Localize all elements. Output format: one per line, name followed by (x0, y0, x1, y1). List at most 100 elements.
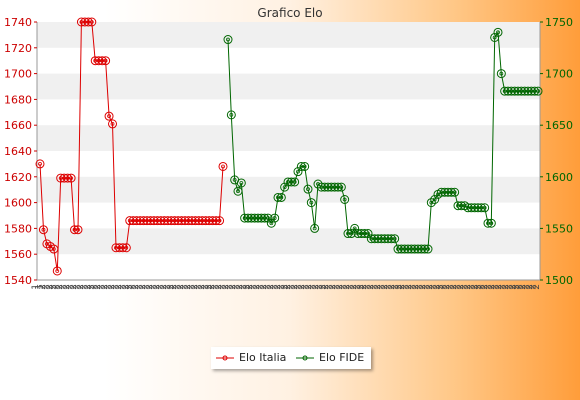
left-tick-label: 1680 (4, 93, 32, 106)
x-tick-label: 2 (339, 284, 349, 290)
data-point (506, 86, 516, 96)
x-tick-label: 2 (446, 284, 456, 290)
data-point (410, 244, 420, 254)
x-tick-label: 2 (345, 284, 355, 290)
data-point (386, 234, 396, 244)
x-tick-label: 2 (439, 284, 449, 290)
x-tick-label: 2 (59, 284, 69, 290)
x-tick-label: 2 (204, 284, 214, 290)
x-tick-label: 2 (238, 284, 248, 290)
data-point (293, 167, 303, 177)
data-point (236, 178, 246, 188)
data-point-inner (232, 177, 237, 182)
x-tick-label: 2 (311, 284, 321, 290)
data-point-inner (229, 112, 234, 117)
data-point-inner (306, 187, 310, 192)
data-point (446, 187, 456, 197)
data-point-inner (103, 58, 108, 63)
x-tick-label: 2 (301, 284, 311, 290)
data-point (306, 198, 316, 208)
x-tick-label: 2 (145, 284, 155, 290)
left-tick-label: 1560 (4, 248, 32, 261)
data-point-inner (269, 221, 274, 226)
x-tick-label: 2 (155, 284, 165, 290)
x-tick-label: 2 (318, 284, 328, 290)
x-tick-label: 2 (218, 284, 228, 290)
grid-band (37, 125, 540, 151)
x-tick-label: 2 (349, 284, 359, 290)
x-tick-label: 2 (242, 284, 252, 290)
x-tick-label: 2 (473, 284, 483, 290)
data-point-inner (239, 181, 244, 185)
data-point (201, 216, 211, 226)
x-tick-label: 2 (83, 284, 93, 290)
x-tick-label: 2 (449, 284, 459, 290)
data-point (194, 216, 204, 226)
data-point (486, 218, 496, 228)
x-tick-label: 2 (110, 284, 120, 290)
data-point (173, 216, 183, 226)
data-point (323, 182, 333, 192)
x-tick-label: 2 (117, 284, 127, 290)
data-point (523, 86, 533, 96)
x-tick-label: 2 (511, 284, 521, 290)
data-point (233, 186, 243, 196)
x-tick-label: 2 (408, 284, 418, 290)
x-tick-label: 2 (356, 284, 366, 290)
data-point (340, 195, 350, 205)
data-point (263, 213, 273, 223)
data-point-inner (536, 89, 540, 94)
x-tick-label: 2 (294, 284, 304, 290)
x-tick-label: 2 (76, 284, 86, 290)
x-tick-label: 2 (207, 284, 217, 290)
data-point (56, 173, 66, 183)
data-point (197, 216, 207, 226)
data-point (530, 86, 540, 96)
data-point (260, 213, 270, 223)
left-tick-label: 1540 (4, 274, 32, 287)
data-point (326, 182, 336, 192)
data-point (142, 216, 152, 226)
data-point (94, 56, 104, 66)
data-point (159, 216, 169, 226)
data-point (490, 32, 500, 42)
x-tick-label: 2 (470, 284, 480, 290)
data-point-inner (107, 114, 111, 119)
x-tick-label: 2 (387, 284, 397, 290)
x-tick-label: 2 (463, 284, 473, 290)
right-tick-label: 1750 (545, 16, 573, 29)
data-point-inner (279, 195, 284, 200)
x-tick-label: 2 (200, 284, 210, 290)
data-point (76, 17, 86, 27)
data-point (187, 216, 197, 226)
data-point-inner (302, 164, 307, 169)
data-point (163, 216, 173, 226)
x-tick-label: 2 (342, 284, 352, 290)
legend-marker-elo-fide (296, 355, 314, 361)
x-tick-label: 2 (193, 284, 203, 290)
data-point (190, 216, 200, 226)
data-point (453, 201, 463, 211)
x-tick-label: 1 (31, 284, 41, 290)
x-tick-label: 2 (394, 284, 404, 290)
x-tick-label: 2 (428, 284, 438, 290)
x-tick-label: 2 (166, 284, 176, 290)
right-tick-label: 1600 (545, 171, 573, 184)
data-point (390, 234, 400, 244)
x-tick-label: 1 (34, 284, 44, 290)
x-tick-label: 2 (55, 284, 65, 290)
legend-label-elo-italia: Elo Italia (239, 351, 287, 364)
data-point (283, 177, 293, 187)
x-tick-label: 2 (366, 284, 376, 290)
x-tick-label: 2 (280, 284, 290, 290)
data-point (208, 216, 218, 226)
data-point (363, 229, 373, 239)
x-tick-label: 2 (262, 284, 272, 290)
x-tick-label: 2 (370, 284, 380, 290)
x-tick-label: 2 (522, 284, 532, 290)
x-tick-label: 2 (515, 284, 525, 290)
data-point-inner (236, 189, 240, 194)
x-tick-label: 2 (435, 284, 445, 290)
x-tick-label: 2 (190, 284, 200, 290)
x-tick-label: 2 (497, 284, 507, 290)
